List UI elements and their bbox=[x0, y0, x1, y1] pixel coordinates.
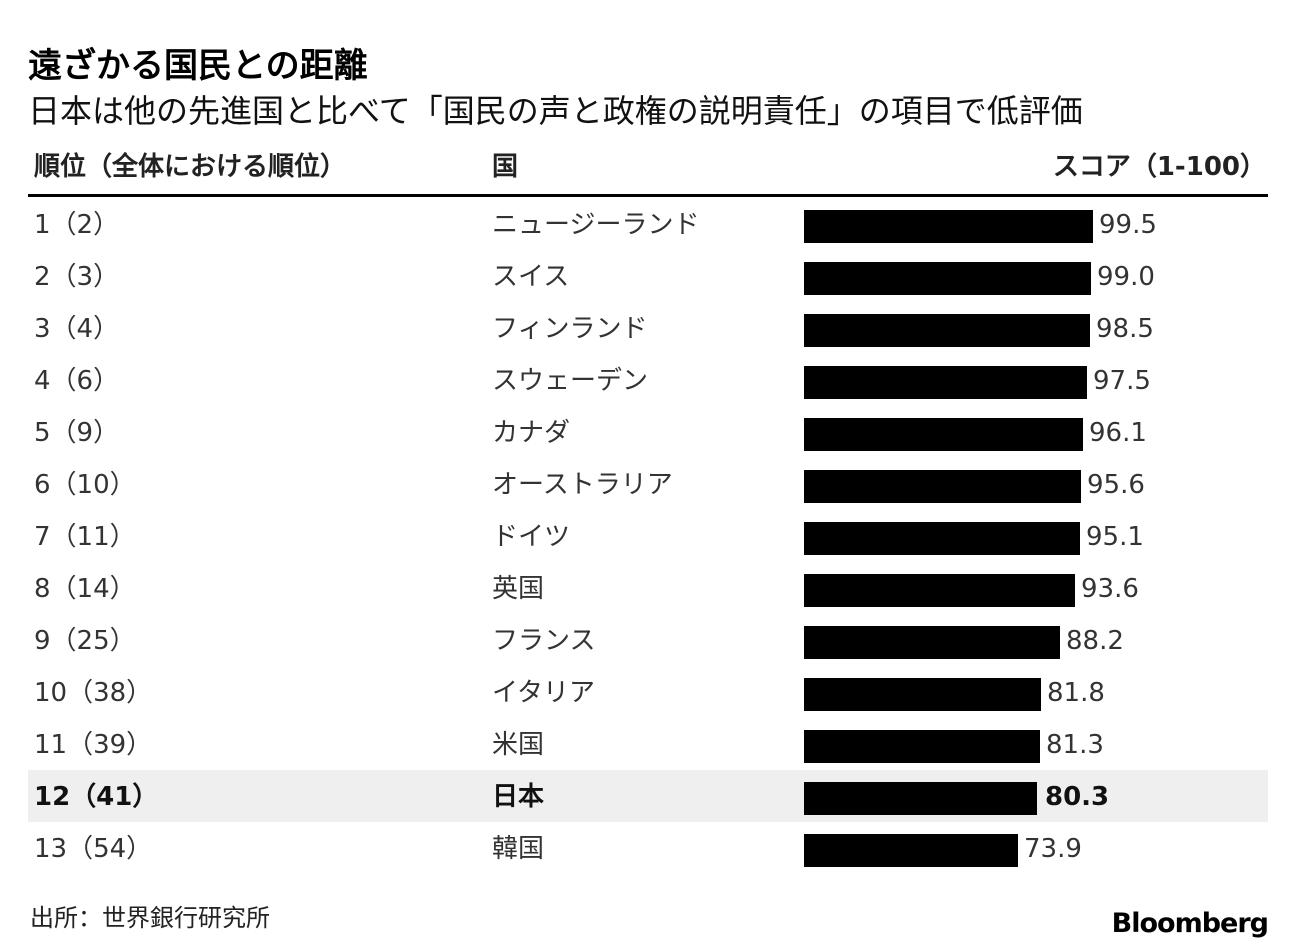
country-label: スウェーデン bbox=[492, 366, 649, 396]
chart-subtitle: 日本は他の先進国と比べて「国民の声と政権の説明責任」の項目で低評価 bbox=[28, 92, 1083, 130]
rank-label: 9（25） bbox=[34, 626, 136, 656]
country-label: ニュージーランド bbox=[492, 210, 700, 240]
country-label: 韓国 bbox=[492, 834, 545, 864]
score-bar bbox=[804, 262, 1091, 295]
score-value-label: 73.9 bbox=[1024, 834, 1082, 864]
chart-row: 7（11） ドイツ 95.1 bbox=[28, 510, 1268, 562]
bloomberg-logo: Bloomberg bbox=[1111, 908, 1269, 939]
rank-label: 10（38） bbox=[34, 678, 153, 708]
rank-label: 8（14） bbox=[34, 574, 136, 604]
score-bar bbox=[804, 626, 1060, 659]
score-value-label: 95.1 bbox=[1086, 522, 1144, 552]
rank-label: 13（54） bbox=[34, 834, 153, 864]
chart-row: 5（9） カナダ 96.1 bbox=[28, 406, 1268, 458]
score-bar bbox=[804, 470, 1081, 503]
rank-label: 11（39） bbox=[34, 730, 153, 760]
score-value-label: 98.5 bbox=[1096, 314, 1154, 344]
score-value-label: 80.3 bbox=[1045, 782, 1110, 812]
country-label: ドイツ bbox=[492, 522, 571, 552]
header-rule bbox=[28, 194, 1268, 197]
chart-row: 9（25） フランス 88.2 bbox=[28, 614, 1268, 666]
column-header-score: スコア（1-100） bbox=[1052, 152, 1266, 182]
score-value-label: 88.2 bbox=[1066, 626, 1124, 656]
rank-label: 6（10） bbox=[34, 470, 136, 500]
chart-row: 2（3） スイス 99.0 bbox=[28, 250, 1268, 302]
country-label: オーストラリア bbox=[492, 470, 673, 500]
country-label: 日本 bbox=[492, 782, 545, 812]
chart-row: 6（10） オーストラリア 95.6 bbox=[28, 458, 1268, 510]
country-label: イタリア bbox=[492, 678, 595, 708]
chart-row: 4（6） スウェーデン 97.5 bbox=[28, 354, 1268, 406]
country-label: カナダ bbox=[492, 418, 571, 448]
score-bar bbox=[804, 574, 1075, 607]
bar-chart-rows: 1（2） ニュージーランド 99.5 2（3） スイス 99.0 3（4） フィンランド 98.… bbox=[28, 198, 1268, 874]
score-bar bbox=[804, 366, 1087, 399]
score-value-label: 81.8 bbox=[1047, 678, 1105, 708]
country-label: フィンランド bbox=[492, 314, 648, 344]
score-bar bbox=[804, 782, 1037, 815]
country-label: フランス bbox=[492, 626, 596, 656]
rank-label: 12（41） bbox=[34, 782, 159, 812]
rank-label: 5（9） bbox=[34, 418, 120, 448]
rank-label: 3（4） bbox=[34, 314, 120, 344]
score-bar bbox=[804, 418, 1083, 451]
score-bar bbox=[804, 834, 1018, 867]
rank-label: 4（6） bbox=[34, 366, 120, 396]
country-label: 英国 bbox=[492, 574, 545, 604]
chart-row: 13（54） 韓国 73.9 bbox=[28, 822, 1268, 874]
score-value-label: 97.5 bbox=[1093, 366, 1151, 396]
score-value-label: 93.6 bbox=[1081, 574, 1139, 604]
score-bar bbox=[804, 678, 1041, 711]
chart-row: 8（14） 英国 93.6 bbox=[28, 562, 1268, 614]
column-header-rank: 順位（全体における順位） bbox=[34, 152, 347, 182]
score-value-label: 95.6 bbox=[1087, 470, 1145, 500]
chart-row: 10（38） イタリア 81.8 bbox=[28, 666, 1268, 718]
rank-label: 2（3） bbox=[34, 262, 120, 292]
score-value-label: 96.1 bbox=[1089, 418, 1147, 448]
chart-row: 11（39） 米国 81.3 bbox=[28, 718, 1268, 770]
score-value-label: 99.0 bbox=[1097, 262, 1155, 292]
score-bar bbox=[804, 210, 1093, 243]
chart-row: 3（4） フィンランド 98.5 bbox=[28, 302, 1268, 354]
chart-title: 遠ざかる国民との距離 bbox=[28, 46, 368, 86]
rank-label: 7（11） bbox=[34, 522, 136, 552]
score-bar bbox=[804, 522, 1080, 555]
column-header-country: 国 bbox=[492, 152, 519, 182]
chart-row: 12（41） 日本 80.3 bbox=[28, 770, 1268, 822]
country-label: スイス bbox=[492, 262, 570, 292]
rank-label: 1（2） bbox=[34, 210, 120, 240]
chart-row: 1（2） ニュージーランド 99.5 bbox=[28, 198, 1268, 250]
score-bar bbox=[804, 314, 1090, 347]
score-value-label: 81.3 bbox=[1046, 730, 1104, 760]
score-bar bbox=[804, 730, 1040, 763]
country-label: 米国 bbox=[492, 730, 545, 760]
score-value-label: 99.5 bbox=[1099, 210, 1157, 240]
source-note: 出所：世界銀行研究所 bbox=[30, 904, 270, 932]
